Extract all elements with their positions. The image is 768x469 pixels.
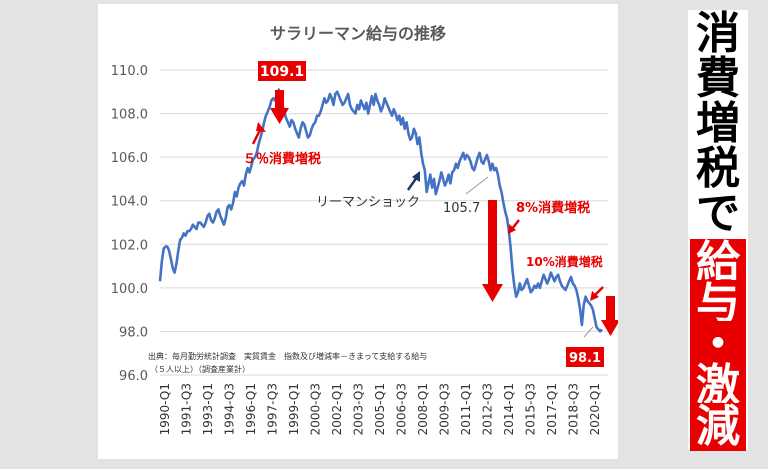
val-1057-leader <box>465 176 489 195</box>
lehman-arrowhead <box>412 171 420 182</box>
peak-value-label: 109.1 <box>260 64 304 80</box>
annotation-layer: 109.1 ５％消費増税 リーマンショック 105.7 8%消費増税 <box>148 61 620 374</box>
headline-char-red: 給 <box>690 239 746 287</box>
peak-value-box <box>258 61 306 81</box>
y-tick-label: 106.0 <box>111 151 148 166</box>
x-tick-label: 2006-Q3 <box>395 383 409 435</box>
x-tick-label: 2000-Q3 <box>309 383 323 435</box>
x-tick-label: 2008-Q1 <box>416 383 430 435</box>
y-tick-label: 100.0 <box>111 282 148 297</box>
lehman-label: リーマンショック <box>316 195 420 210</box>
y-tick-label: 108.0 <box>111 108 148 123</box>
tax5-arrowhead <box>256 122 266 132</box>
headline-char-black: 増 <box>696 98 740 149</box>
chart-panel: サラリーマン給与の推移 96.0 98.0 100.0 102.0 104.0 106.0… <box>98 4 620 459</box>
headline-char-black: 費 <box>696 53 740 104</box>
y-tick-label: 98.0 <box>119 325 148 340</box>
tax8-pointer-arrow <box>511 219 520 230</box>
y-tick-label: 104.0 <box>111 195 148 210</box>
last-value-box <box>566 347 604 367</box>
chart-title: サラリーマン給与の推移 <box>270 24 446 43</box>
x-tick-label: 1990-Q1 <box>158 383 172 435</box>
x-tick-label: 2020-Q1 <box>588 383 602 435</box>
val-1057-label: 105.7 <box>443 201 480 216</box>
headline-char-black: で <box>696 188 740 239</box>
headline-char-red: 減 <box>690 403 746 451</box>
x-axis-ticks: 1990-Q1 1991-Q3 1993-Q1 1994-Q3 1996-Q1 1997-… <box>158 383 602 435</box>
x-tick-label: 2003-Q3 <box>352 383 366 435</box>
peak-down-arrow <box>270 90 289 124</box>
last-value-label: 98.1 <box>569 351 601 366</box>
last-value-leader <box>583 326 594 338</box>
tax8-label: 8%消費増税 <box>516 200 590 216</box>
headline-char-black: 消 <box>696 8 740 59</box>
x-tick-label: 1999-Q1 <box>287 383 301 435</box>
x-tick-label: 1996-Q1 <box>244 383 258 435</box>
x-tick-label: 2012-Q3 <box>481 383 495 435</box>
x-tick-label: 2011-Q1 <box>459 383 473 435</box>
tax8-arrowhead <box>508 224 516 234</box>
tax10-arrowhead <box>590 291 599 301</box>
x-tick-label: 2015-Q3 <box>524 383 538 435</box>
final-down-arrow <box>601 296 620 336</box>
x-tick-label: 1994-Q3 <box>223 383 237 435</box>
x-tick-label: 2002-Q1 <box>330 383 344 435</box>
x-tick-label: 2005-Q1 <box>373 383 387 435</box>
grid-layer <box>160 69 608 376</box>
x-tick-label: 1993-Q1 <box>201 383 215 435</box>
headline-char-red: 与 <box>690 280 746 328</box>
x-tick-label: 1991-Q3 <box>180 383 194 435</box>
side-headline-panel: 消費増税で給与・激減 <box>688 8 748 451</box>
x-tick-label: 2014-Q1 <box>502 383 516 435</box>
series-layer <box>158 88 603 333</box>
y-tick-label: 96.0 <box>119 369 148 384</box>
y-axis-ticks: 96.0 98.0 100.0 102.0 104.0 106.0 108.0 110.0 <box>111 64 148 384</box>
x-tick-label: 2017-Q1 <box>545 383 559 435</box>
series-line <box>158 88 603 333</box>
line-chart: サラリーマン給与の推移 96.0 98.0 100.0 102.0 104.0 106.0… <box>111 24 620 435</box>
y-tick-label: 110.0 <box>111 64 148 79</box>
y-tick-label: 102.0 <box>111 238 148 253</box>
x-tick-label: 1997-Q3 <box>266 383 280 435</box>
tax8-big-down-arrow <box>482 200 503 302</box>
headline-char-red: ・ <box>690 321 746 369</box>
x-tick-label: 2018-Q3 <box>567 383 581 435</box>
x-tick-label: 2009-Q3 <box>438 383 452 435</box>
headline-char-red: 激 <box>690 362 746 410</box>
headline-char-black: 税 <box>696 143 740 194</box>
tax10-label: 10%消費増税 <box>526 254 603 269</box>
source-line-1: 出典：毎月勤労統計調査 実質賃金 指数及び増減率－きまって支給する給与 <box>148 351 427 361</box>
source-line-2: （５人以上）（調査産業計） <box>150 364 250 374</box>
tax5-label: ５％消費増税 <box>243 151 321 167</box>
